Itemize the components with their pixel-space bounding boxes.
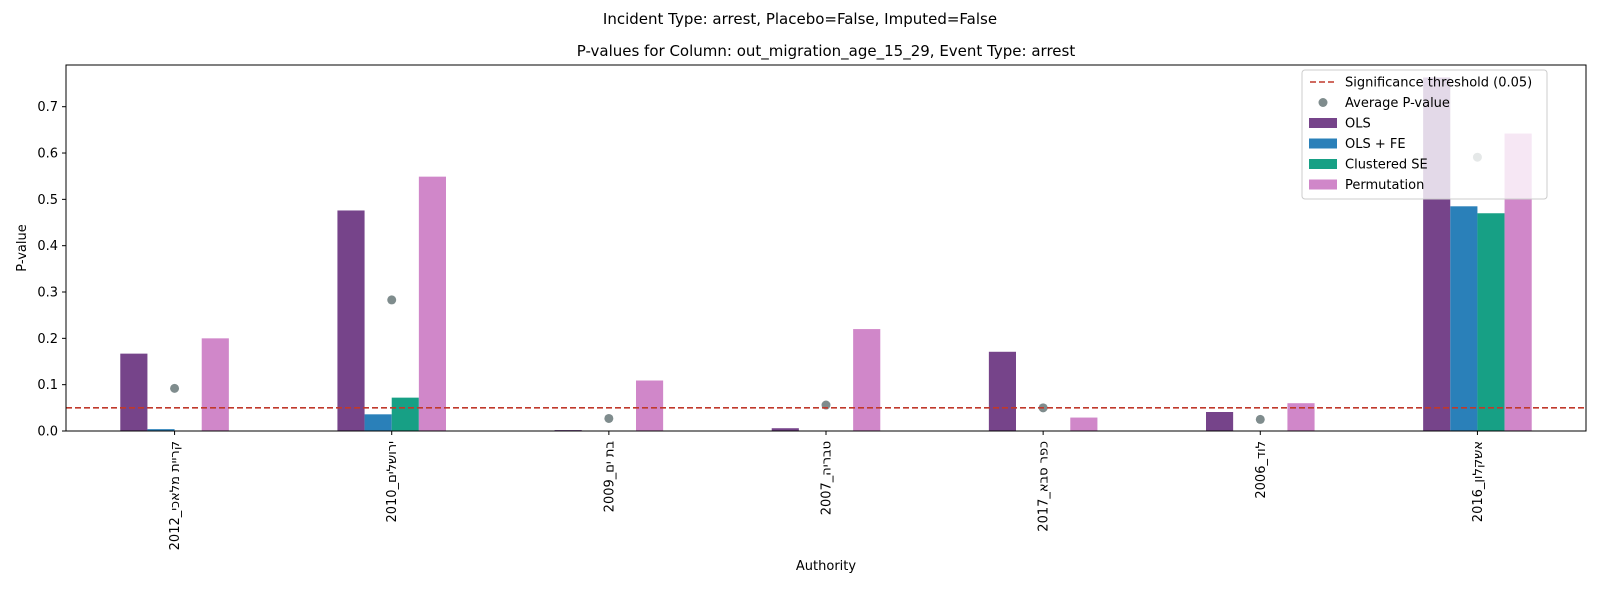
y-tick-label-1: 0.1 — [37, 378, 58, 393]
bar-clustered-se-1 — [391, 397, 419, 431]
legend-label-average-p-value: Average P-value — [1345, 96, 1450, 111]
x-tick-label-2: בת ים_2009 — [602, 441, 617, 512]
y-tick-label-6: 0.6 — [37, 147, 58, 162]
y-axis-label: P-value — [15, 224, 30, 271]
legend-swatch-clustered-se — [1309, 159, 1337, 169]
average-markers-group — [170, 152, 1482, 424]
bar-ols-1 — [337, 210, 365, 431]
bar-ols-3 — [771, 428, 799, 431]
y-tick-label-5: 0.5 — [37, 193, 58, 208]
legend-swatch-permutation — [1309, 179, 1337, 190]
bar-ols-fe-1 — [364, 414, 392, 431]
y-tick-label-0: 0.0 — [37, 425, 58, 440]
average-pvalue-point-0 — [170, 383, 180, 393]
legend: Significance threshold (0.05) Average P-v… — [1301, 69, 1548, 200]
x-tick-label-3: טבריה_2007 — [820, 441, 835, 515]
x-tick-label-5: לוד_2006 — [1254, 441, 1269, 499]
x-axis-label: Authority — [796, 559, 856, 574]
y-tick-label-2: 0.2 — [37, 332, 58, 347]
legend-box — [1301, 69, 1548, 200]
legend-label-ols: OLS — [1345, 117, 1371, 132]
x-tick-label-0: קריית מלאכי_2012 — [168, 441, 183, 550]
y-tick-label-4: 0.4 — [37, 239, 58, 254]
average-pvalue-point-1 — [387, 295, 397, 305]
bar-permutation-0 — [201, 338, 229, 431]
bar-permutation-2 — [636, 380, 664, 431]
legend-swatch-average-p-value — [1318, 98, 1328, 107]
bar-ols-4 — [988, 351, 1016, 431]
plot-frame — [65, 64, 1587, 432]
bar-ols-5 — [1206, 412, 1234, 431]
average-pvalue-point-2 — [604, 413, 614, 423]
bar-ols-fe-6 — [1450, 206, 1478, 431]
bar-ols-0 — [120, 353, 148, 431]
y-axis: 0.0 0.1 0.2 0.3 0.4 0.5 0.6 0.7 — [37, 100, 66, 440]
bar-permutation-1 — [418, 176, 446, 431]
legend-swatch-ols-fe — [1309, 138, 1337, 149]
average-pvalue-point-5 — [1255, 414, 1265, 424]
y-tick-label-3: 0.3 — [37, 286, 58, 301]
legend-label-clustered-se: Clustered SE — [1345, 158, 1428, 173]
bar-permutation-3 — [853, 329, 881, 431]
x-axis: קריית מלאכי_2012 ירושלים_2010 בת ים_2009 טב… — [168, 431, 1486, 550]
x-tick-label-1: ירושלים_2010 — [385, 441, 400, 523]
bar-permutation-4 — [1070, 417, 1098, 431]
bar-clustered-se-6 — [1477, 213, 1505, 431]
chart-title: P-values for Column: out_migration_age_1… — [576, 42, 1076, 60]
figure-suptitle: Incident Type: arrest, Placebo=False, Im… — [602, 10, 998, 28]
x-tick-label-6: אשקלון_2016 — [1471, 441, 1486, 522]
legend-label-significance-threshold-0-05: Significance threshold (0.05) — [1345, 76, 1532, 91]
bar-ols-fe-0 — [147, 429, 175, 431]
bars-group — [120, 77, 1532, 432]
legend-swatch-ols — [1309, 118, 1337, 128]
y-tick-label-7: 0.7 — [37, 100, 58, 115]
x-tick-label-4: כפר סבא_2017 — [1037, 441, 1052, 532]
legend-label-permutation: Permutation — [1345, 178, 1424, 193]
legend-label-ols-fe: OLS + FE — [1345, 137, 1406, 152]
